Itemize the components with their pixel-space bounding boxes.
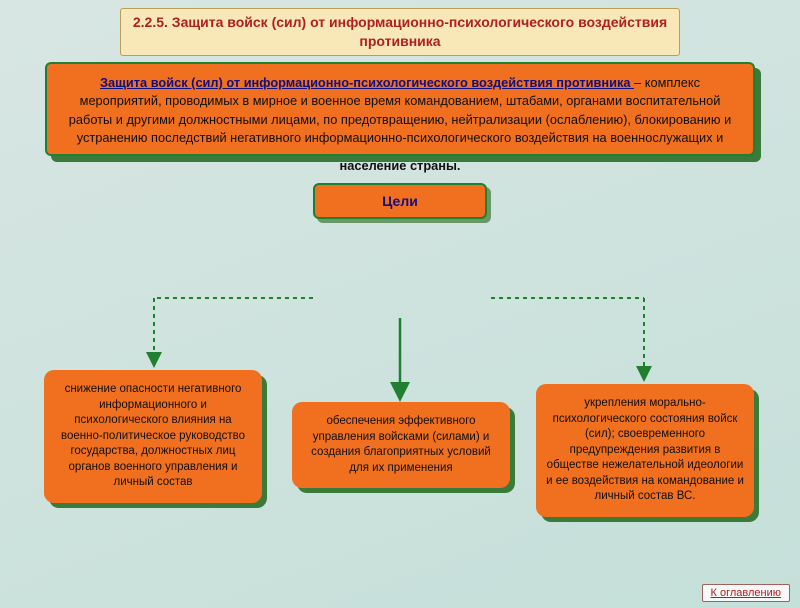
goal-text-2: обеспечения эффективного управления войс… <box>292 402 510 488</box>
definition-box: Защита войск (сил) от информационно-псих… <box>45 62 755 156</box>
toc-link[interactable]: К оглавлению <box>702 584 791 602</box>
objectives-block: Цели <box>313 183 487 219</box>
goal-box-1: снижение опасности негативного информаци… <box>44 370 262 503</box>
goal-text-3: укрепления морально-психологического сос… <box>536 384 754 517</box>
objectives-label: Цели <box>313 183 487 219</box>
goal-box-2: обеспечения эффективного управления войс… <box>292 402 510 488</box>
definition-block: Защита войск (сил) от информационно-псих… <box>45 62 755 156</box>
definition-term: Защита войск (сил) от информационно-псих… <box>100 75 634 90</box>
section-title-text: 2.2.5. Защита войск (сил) от информацион… <box>133 14 667 49</box>
goal-box-3: укрепления морально-психологического сос… <box>536 384 754 517</box>
goal-text-1: снижение опасности негативного информаци… <box>44 370 262 503</box>
section-title: 2.2.5. Защита войск (сил) от информацион… <box>120 8 680 56</box>
toc-link-label: К оглавлению <box>711 587 782 599</box>
